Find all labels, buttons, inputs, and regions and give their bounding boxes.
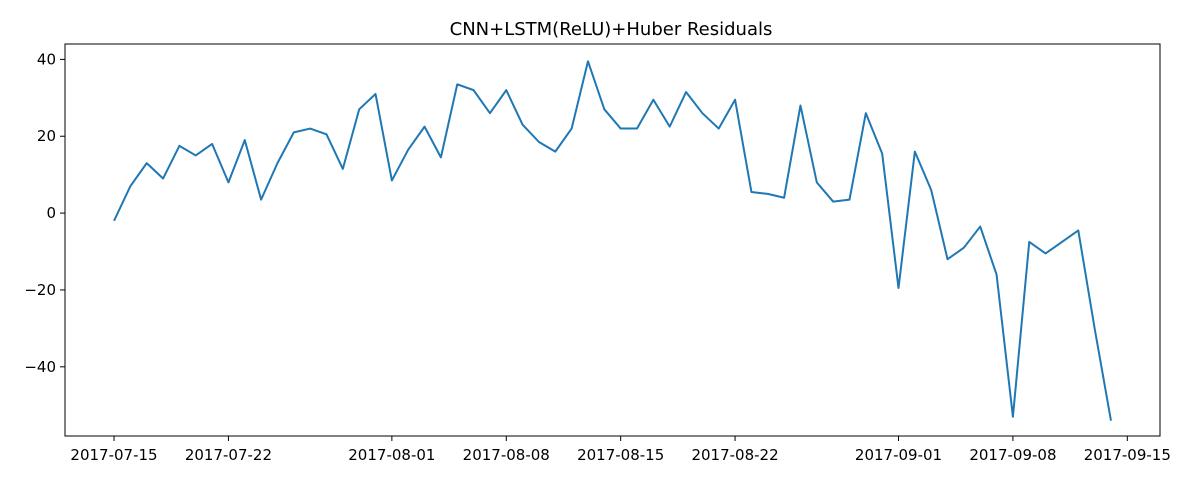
x-tick-label: 2017-08-15 — [577, 446, 664, 464]
x-tick-label: 2017-09-15 — [1084, 446, 1171, 464]
y-tick-label: 20 — [37, 127, 56, 145]
x-tick-label: 2017-08-08 — [463, 446, 550, 464]
chart-title: CNN+LSTM(ReLU)+Huber Residuals — [450, 19, 773, 40]
x-tick-label: 2017-09-08 — [969, 446, 1056, 464]
y-tick-label: −40 — [24, 358, 56, 376]
x-tick-label: 2017-08-22 — [691, 446, 778, 464]
series-line-0 — [113, 60, 1112, 421]
x-tick-label: 2017-09-01 — [855, 446, 942, 464]
y-tick-label: 0 — [46, 204, 56, 222]
y-tick-label: 40 — [37, 50, 56, 68]
x-tick-label: 2017-07-22 — [185, 446, 272, 464]
y-tick-label: −20 — [24, 281, 56, 299]
x-tick-label: 2017-08-01 — [348, 446, 435, 464]
plot-frame — [64, 43, 1161, 437]
x-tick-label: 2017-07-15 — [70, 446, 157, 464]
